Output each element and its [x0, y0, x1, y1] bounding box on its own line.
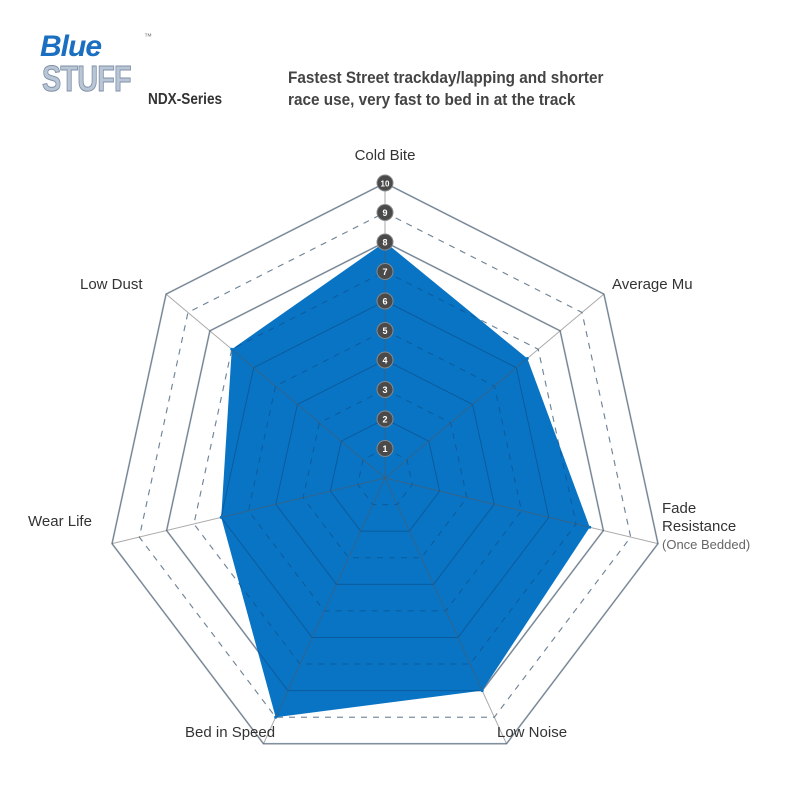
axis-label-4: Bed in Speed	[185, 724, 275, 741]
grid-ring-overlay-3	[302, 388, 468, 559]
tick-badge-5	[376, 322, 394, 339]
tick-badge-9	[376, 204, 394, 221]
tick-badge-6	[376, 292, 394, 310]
tick-badge-1	[376, 440, 394, 457]
data-polygon	[221, 242, 590, 718]
description-line-2: race use, very fast to bed in at the tra…	[288, 90, 576, 109]
grid-ring-overlay-10	[111, 182, 659, 745]
data-point-3	[480, 689, 484, 693]
tick-label-4: 4	[382, 356, 387, 366]
grid-ring-overlay-6	[220, 300, 550, 638]
axis-label-2: Fade Resistance	[662, 500, 736, 535]
tick-badge-8	[376, 233, 394, 251]
logo-stuff-text: STUFF	[42, 58, 132, 100]
bluestuff-logo: Blue STUFF ™	[38, 30, 168, 110]
axis-sublabel-2: (Once Bedded)	[662, 537, 750, 552]
tick-label-6: 6	[382, 297, 387, 307]
spoke-2	[384, 477, 659, 545]
tick-label-10: 10	[381, 180, 390, 189]
axis-label-6: Low Dust	[80, 276, 143, 293]
tick-badge-7	[376, 263, 394, 280]
tick-badge-3	[376, 381, 394, 398]
axis-label-0: Cold Bite	[355, 147, 416, 164]
tick-label-3: 3	[382, 385, 387, 395]
grid-ring-7	[193, 270, 577, 665]
grid-ring-overlay-1	[357, 447, 413, 506]
grid-ring-9	[138, 211, 632, 718]
spoke-4	[263, 477, 386, 744]
tick-label-9: 9	[382, 208, 387, 218]
data-point-2	[588, 525, 592, 529]
tick-label-2: 2	[382, 415, 387, 425]
axis-label-1: Average Mu	[612, 276, 693, 293]
grid-ring-10	[111, 181, 659, 745]
spoke-3	[384, 477, 507, 744]
data-point-6	[230, 347, 234, 351]
spoke-1	[384, 293, 605, 479]
data-point-4	[274, 715, 278, 719]
logo-blue-text: Blue	[40, 30, 102, 63]
description-line-1: Fastest Street trackday/lapping and shor…	[288, 68, 604, 87]
spoke-5	[111, 477, 386, 545]
axis-label-3: Low Noise	[497, 724, 567, 741]
tick-label-5: 5	[382, 326, 387, 336]
tick-badge-2	[376, 410, 394, 428]
logo-tm: ™	[144, 32, 152, 41]
tick-label-1: 1	[382, 444, 387, 454]
grid-ring-overlay-2	[329, 418, 441, 532]
description: Fastest Street trackday/lapping and shor…	[288, 67, 675, 111]
data-point-5	[219, 515, 223, 519]
tick-label-7: 7	[382, 267, 387, 277]
axis-label-5: Wear Life	[28, 513, 92, 530]
grid-ring-overlay-5	[247, 329, 523, 612]
data-point-1	[525, 356, 529, 360]
tick-badge-10	[376, 174, 394, 192]
spoke-6	[165, 293, 386, 479]
grid-ring-overlay-4	[275, 359, 495, 585]
grid-ring-overlay-9	[138, 211, 632, 718]
tick-label-8: 8	[382, 238, 387, 248]
grid-ring-overlay-7	[193, 270, 577, 665]
grid-ring-overlay-8	[166, 241, 604, 692]
series-name: NDX-Series	[148, 91, 223, 108]
tick-badge-4	[376, 351, 394, 369]
